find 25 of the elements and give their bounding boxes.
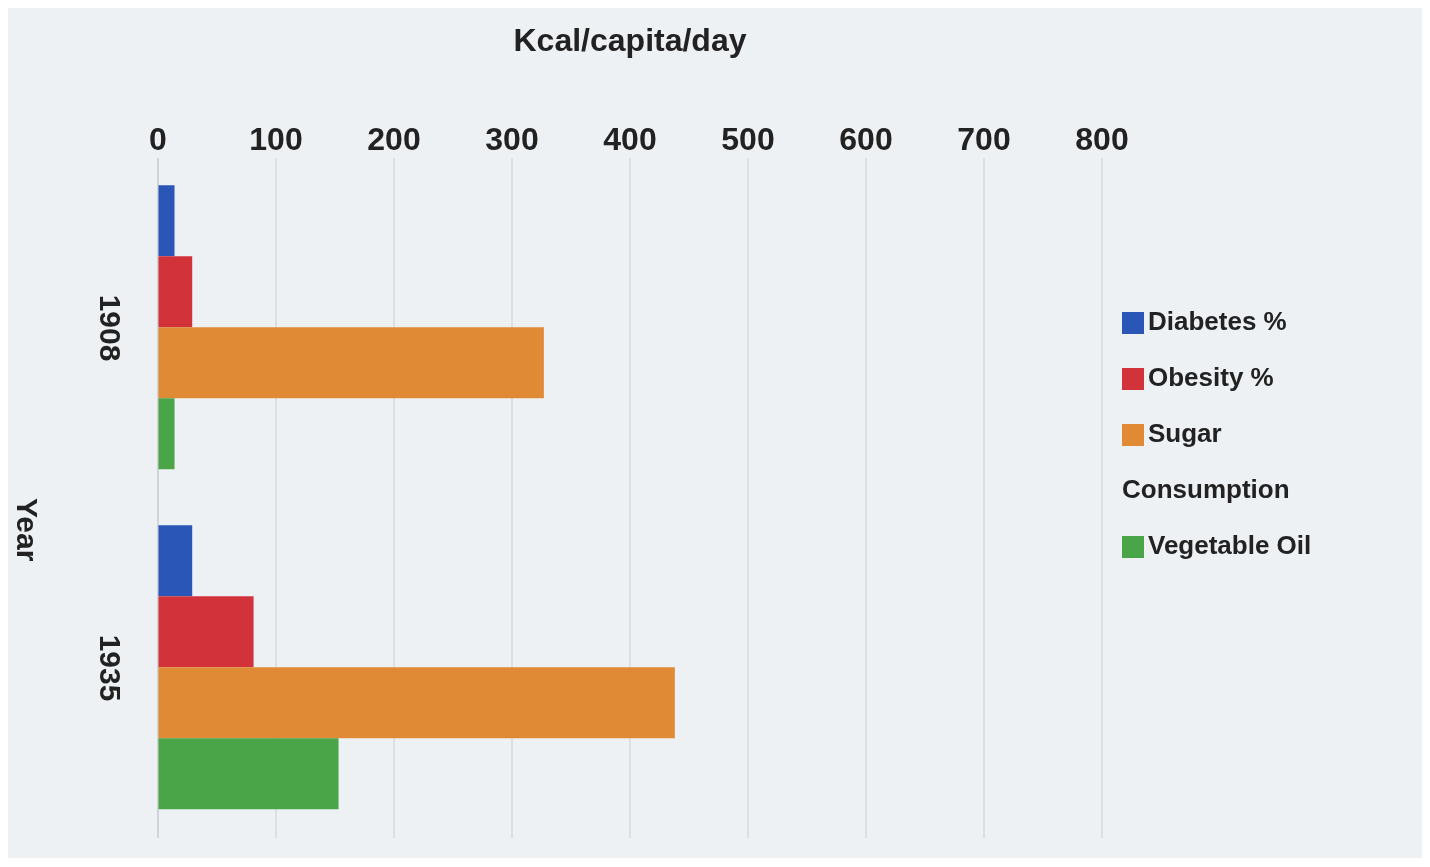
y-tick-label: 1908 — [93, 294, 127, 362]
legend-label: Obesity % — [1148, 362, 1274, 392]
y-tick-label: 1935 — [93, 634, 127, 702]
x-tick-label: 300 — [485, 121, 539, 157]
x-tick-label: 700 — [957, 121, 1011, 157]
legend-label: Diabetes % — [1148, 306, 1287, 336]
x-axis-title: Kcal/capita/day — [513, 21, 747, 58]
x-tick-label: 200 — [367, 121, 421, 157]
bar — [158, 398, 175, 470]
y-axis-title: Year — [11, 498, 45, 562]
x-tick-label: 100 — [249, 121, 303, 157]
bar — [158, 185, 175, 257]
bar — [158, 738, 339, 810]
x-tick-label: 400 — [603, 121, 657, 157]
bar — [158, 596, 254, 668]
bar — [158, 256, 193, 328]
x-tick-label: 0 — [149, 121, 167, 157]
legend-label: Sugar Consumption — [1122, 418, 1290, 504]
x-tick-label: 800 — [1075, 121, 1129, 157]
x-tick-label: 500 — [721, 121, 775, 157]
legend-label: Vegetable Oil — [1148, 530, 1312, 560]
x-tick-label: 600 — [839, 121, 893, 157]
bar — [158, 525, 193, 597]
bar — [158, 667, 675, 739]
bar — [158, 327, 544, 399]
